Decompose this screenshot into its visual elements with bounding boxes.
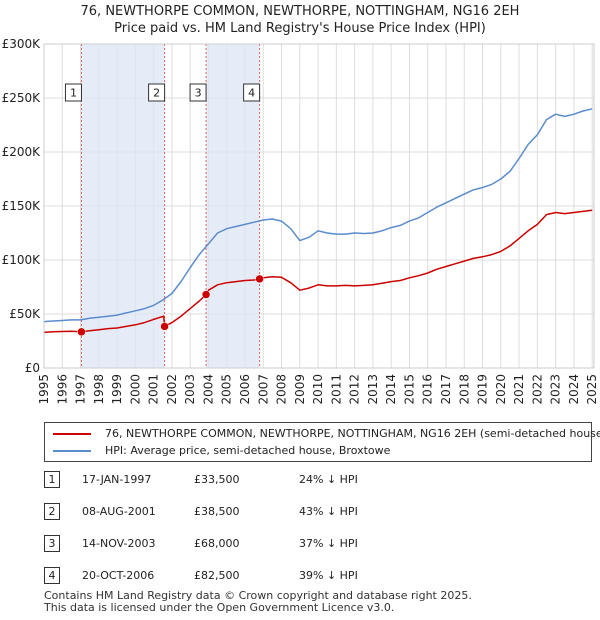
x-tick-label: 2002 bbox=[165, 374, 179, 405]
x-tick-label: 2007 bbox=[256, 374, 270, 405]
sale-price: £38,500 bbox=[194, 505, 240, 518]
y-tick-label: £0 bbox=[25, 361, 40, 375]
sale-point bbox=[160, 322, 169, 331]
hpi-line-swatch bbox=[53, 450, 91, 452]
footer: Contains HM Land Registry data © Crown c… bbox=[44, 590, 472, 614]
property-line bbox=[43, 209, 593, 334]
sale-label: 1 bbox=[70, 87, 77, 100]
sale-price: £33,500 bbox=[194, 473, 240, 486]
x-tick-label: 2017 bbox=[439, 374, 453, 405]
sale-label-box bbox=[243, 83, 261, 102]
sale-point bbox=[77, 327, 86, 337]
legend-hpi-label: HPI: Average price, semi-detached house,… bbox=[105, 444, 391, 457]
x-tick-label: 1997 bbox=[74, 374, 88, 405]
sale-label-box bbox=[64, 83, 82, 102]
sale-date: 08-AUG-2001 bbox=[82, 505, 156, 518]
x-tick-label: 2022 bbox=[530, 374, 544, 405]
x-tick-label: 2023 bbox=[549, 374, 563, 405]
property-line-swatch bbox=[53, 433, 91, 435]
sale-price: £68,000 bbox=[194, 537, 240, 550]
sale-label: 4 bbox=[248, 87, 255, 100]
x-tick-label: 2012 bbox=[348, 374, 362, 405]
x-tick-label: 2020 bbox=[494, 374, 508, 405]
x-tick-label: 2011 bbox=[329, 374, 343, 405]
sale-label-box bbox=[148, 83, 166, 102]
series-lines bbox=[43, 108, 593, 334]
hpi-line bbox=[43, 108, 593, 323]
sale-label: 3 bbox=[195, 87, 202, 100]
sale-hpi-diff: 39% ↓ HPI bbox=[299, 569, 358, 582]
footer-licence: This data is licensed under the Open Gov… bbox=[44, 601, 395, 614]
legend-property-label: 76, NEWTHORPE COMMON, NEWTHORPE, NOTTING… bbox=[105, 427, 600, 440]
sale-row: 3 14-NOV-2003 £68,000 37% ↓ HPI bbox=[44, 534, 584, 554]
y-tick-label: £50K bbox=[9, 307, 41, 321]
sale-label: 2 bbox=[153, 87, 160, 100]
price-chart: 1 2 3 4 £0 £50K £100K £150K £200K £250K £300K 1995… bbox=[2, 37, 600, 405]
sale-point bbox=[255, 274, 264, 284]
x-tick-label: 2004 bbox=[201, 374, 215, 405]
sale-number-badge: 1 bbox=[44, 471, 60, 488]
x-tick-label: 2018 bbox=[457, 374, 471, 405]
x-tick-label: 2015 bbox=[402, 374, 416, 405]
x-tick-label: 2008 bbox=[275, 374, 289, 405]
sale-hpi-diff: 24% ↓ HPI bbox=[299, 473, 358, 486]
x-tick-label: 2025 bbox=[585, 374, 599, 405]
legend-item-hpi: HPI: Average price, semi-detached house,… bbox=[53, 443, 390, 459]
x-tick-label: 2000 bbox=[128, 374, 142, 405]
sale-number-badge: 4 bbox=[44, 567, 60, 584]
sale-price: £82,500 bbox=[194, 569, 240, 582]
sale-markers: 1 2 3 4 bbox=[64, 83, 264, 337]
chart-title: 76, NEWTHORPE COMMON, NEWTHORPE, NOTTING… bbox=[80, 4, 520, 19]
x-tick-label: 2006 bbox=[238, 374, 252, 405]
x-tick-label: 1995 bbox=[37, 374, 51, 405]
x-tick-label: 2013 bbox=[366, 374, 380, 405]
y-tick-label: £150K bbox=[2, 199, 42, 213]
y-tick-label: £250K bbox=[2, 91, 42, 105]
sale-point bbox=[201, 290, 211, 299]
legend: 76, NEWTHORPE COMMON, NEWTHORPE, NOTTING… bbox=[44, 422, 600, 462]
y-tick-label: £200K bbox=[2, 145, 42, 159]
footer-copyright: Contains HM Land Registry data © Crown c… bbox=[44, 589, 472, 602]
sale-row: 2 08-AUG-2001 £38,500 43% ↓ HPI bbox=[44, 502, 584, 522]
x-tick-label: 1999 bbox=[110, 374, 124, 405]
sale-number-badge: 3 bbox=[44, 535, 60, 552]
y-tick-label: £100K bbox=[2, 253, 42, 267]
sale-hpi-diff: 43% ↓ HPI bbox=[299, 505, 358, 518]
x-tick-label: 1996 bbox=[55, 374, 69, 405]
sale-label-box bbox=[189, 83, 207, 102]
sale-number-badge: 2 bbox=[44, 503, 60, 520]
sale-date: 20-OCT-2006 bbox=[82, 569, 155, 582]
x-tick-label: 2010 bbox=[311, 374, 325, 405]
axes: £0 £50K £100K £150K £200K £250K £300K 1995 1996 1… bbox=[2, 37, 600, 405]
sale-hpi-diff: 37% ↓ HPI bbox=[299, 537, 358, 550]
x-tick-label: 2021 bbox=[512, 374, 526, 405]
sale-row: 1 17-JAN-1997 £33,500 24% ↓ HPI bbox=[44, 470, 584, 490]
sale-date: 14-NOV-2003 bbox=[82, 537, 156, 550]
y-tick-label: £300K bbox=[2, 37, 42, 51]
x-tick-label: 2019 bbox=[476, 374, 490, 405]
x-tick-label: 1998 bbox=[92, 374, 106, 405]
x-tick-label: 2003 bbox=[183, 374, 197, 405]
x-tick-label: 2014 bbox=[384, 374, 398, 405]
plot-frame bbox=[43, 43, 595, 369]
x-tick-label: 2005 bbox=[220, 374, 234, 405]
legend-item-property: 76, NEWTHORPE COMMON, NEWTHORPE, NOTTING… bbox=[53, 426, 600, 442]
x-tick-label: 2024 bbox=[567, 374, 581, 405]
sale-date: 17-JAN-1997 bbox=[82, 473, 152, 486]
x-tick-label: 2009 bbox=[293, 374, 307, 405]
x-tick-label: 2001 bbox=[147, 374, 161, 405]
x-tick-label: 2016 bbox=[421, 374, 435, 405]
sale-row: 4 20-OCT-2006 £82,500 39% ↓ HPI bbox=[44, 566, 584, 586]
chart-subtitle: Price paid vs. HM Land Registry's House … bbox=[114, 21, 486, 36]
